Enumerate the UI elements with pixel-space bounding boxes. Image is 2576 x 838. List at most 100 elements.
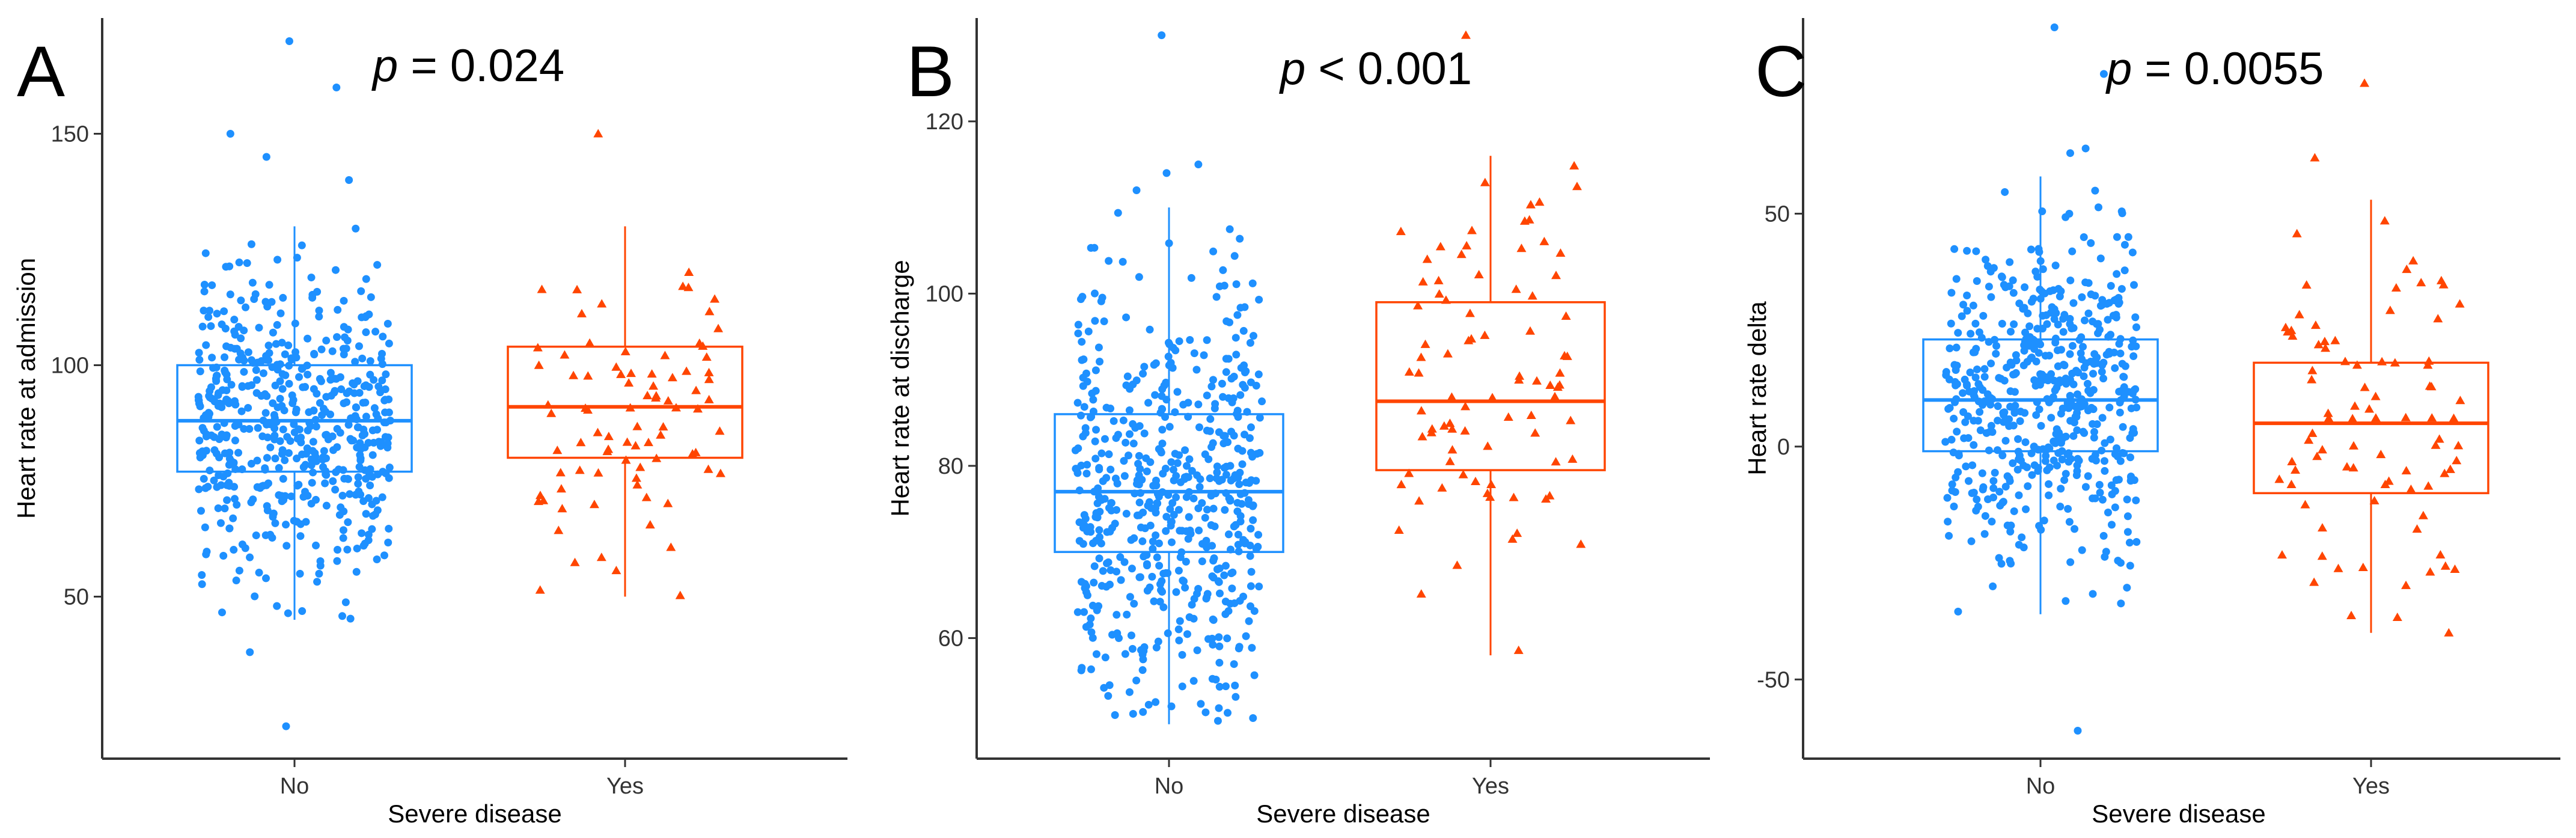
data-point-no [2120, 383, 2128, 391]
data-point-no [252, 366, 260, 375]
data-point-no [302, 518, 310, 526]
data-point-no [210, 446, 219, 454]
data-point-no [2100, 457, 2108, 465]
data-point-no [1248, 644, 1256, 652]
data-point-no [1123, 610, 1131, 619]
data-point-yes [1396, 227, 1406, 236]
data-point-no [1156, 580, 1164, 589]
data-point-no [377, 386, 385, 394]
data-point-no [230, 495, 239, 503]
data-point-no [1182, 493, 1191, 501]
data-point-no [1234, 530, 1242, 539]
data-point-no [1143, 587, 1152, 595]
data-point-yes [554, 525, 564, 534]
data-point-no [315, 313, 323, 321]
data-point-no [225, 482, 234, 490]
data-point-no [2077, 349, 2085, 358]
data-point-no [2034, 245, 2043, 253]
data-point-yes [2416, 278, 2426, 287]
data-point-no [1233, 498, 1242, 507]
data-point-yes [621, 455, 631, 464]
data-point-yes [651, 393, 661, 402]
data-point-no [2113, 233, 2121, 241]
data-point-no [343, 337, 352, 345]
data-point-no [263, 454, 271, 462]
data-point-no [285, 379, 293, 388]
data-point-yes [663, 498, 673, 507]
data-point-no [2012, 356, 2021, 365]
data-point-no [1208, 572, 1216, 581]
data-point-no [1139, 370, 1147, 378]
data-point-no [2111, 503, 2119, 512]
data-point-no [238, 383, 246, 391]
data-point-no [1947, 289, 1956, 297]
data-point-no [1175, 337, 1183, 346]
data-point-no [2112, 295, 2120, 304]
data-point-no [1210, 404, 1219, 412]
data-point-no [373, 555, 381, 564]
data-point-no [288, 399, 297, 408]
data-point-no [1088, 601, 1097, 610]
data-point-no [1108, 524, 1117, 532]
data-point-yes [1561, 311, 1571, 320]
data-point-no [307, 274, 316, 282]
data-point-no [200, 287, 209, 296]
data-point-yes [1512, 528, 1522, 537]
data-point-yes [2301, 280, 2312, 289]
data-point-no [331, 266, 340, 274]
data-point-no [1095, 463, 1103, 472]
data-point-no [1125, 430, 1134, 438]
data-point-no [1158, 439, 1167, 448]
data-point-yes [1525, 200, 1536, 209]
data-point-no [2024, 309, 2032, 317]
data-point-no [1126, 593, 1134, 601]
data-point-no [1215, 704, 1223, 712]
data-point-yes [603, 444, 614, 453]
data-point-no [2056, 503, 2065, 511]
data-point-no [1173, 459, 1182, 467]
data-point-no [1224, 709, 1232, 717]
data-point-yes [666, 542, 676, 551]
data-point-no [1194, 504, 1203, 513]
data-point-no [2106, 435, 2114, 444]
data-point-no [355, 342, 363, 350]
data-point-no [298, 241, 306, 249]
data-point-no [1954, 607, 1962, 616]
data-point-no [1179, 400, 1188, 409]
data-point-no [1218, 379, 1226, 388]
data-point-no [1992, 349, 2000, 358]
data-point-no [1206, 427, 1214, 435]
outlier-point [262, 153, 270, 161]
data-point-no [1144, 700, 1153, 709]
data-point-yes [688, 448, 698, 457]
data-point-no [1208, 542, 1216, 550]
data-point-no [2071, 525, 2079, 533]
data-point-no [2120, 373, 2128, 381]
data-point-no [261, 531, 270, 539]
data-point-no [2027, 245, 2035, 254]
data-point-no [1100, 435, 1109, 443]
data-point-no [1109, 417, 1118, 425]
data-point-no [2126, 434, 2134, 442]
data-point-no [1229, 394, 1238, 403]
data-point-no [1120, 472, 1129, 480]
data-point-no [2019, 543, 2028, 552]
data-point-no [1208, 674, 1216, 683]
data-point-no [1172, 588, 1180, 596]
data-point-no [214, 389, 222, 397]
outlier-point [2066, 149, 2074, 158]
data-point-no [2078, 293, 2086, 301]
data-point-no [1971, 373, 1980, 382]
data-point-yes [1442, 349, 1453, 358]
data-point-yes [2340, 356, 2351, 365]
data-point-no [2032, 411, 2040, 419]
data-point-no [2098, 367, 2106, 376]
data-point-no [1077, 578, 1085, 586]
data-point-no [1236, 391, 1245, 399]
data-point-yes [2274, 474, 2285, 483]
data-point-no [378, 493, 386, 501]
data-point-yes [611, 362, 621, 371]
data-point-no [247, 459, 255, 468]
data-point-no [346, 614, 355, 623]
data-point-no [1247, 567, 1256, 576]
